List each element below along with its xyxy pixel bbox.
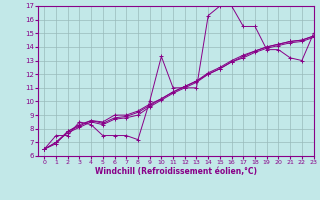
X-axis label: Windchill (Refroidissement éolien,°C): Windchill (Refroidissement éolien,°C)	[95, 167, 257, 176]
